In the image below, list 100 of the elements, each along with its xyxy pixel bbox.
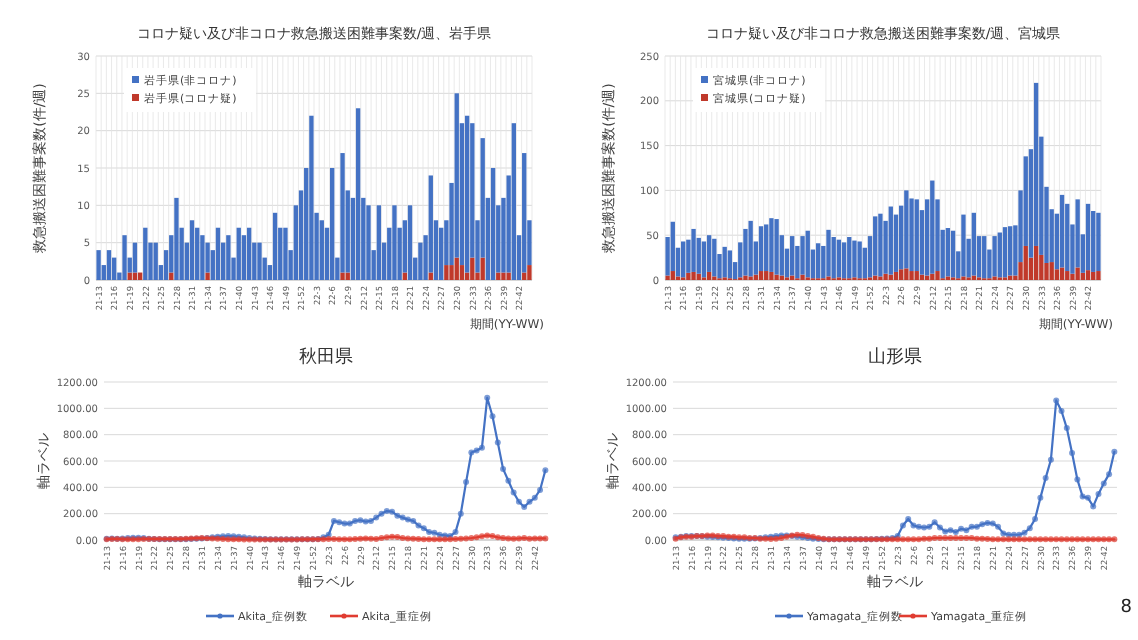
bar bbox=[418, 242, 423, 280]
bar bbox=[878, 213, 883, 277]
bar bbox=[686, 272, 691, 280]
bar bbox=[1091, 271, 1096, 280]
bar bbox=[111, 257, 117, 280]
bar bbox=[470, 257, 475, 280]
bar bbox=[836, 239, 842, 278]
bar bbox=[355, 108, 361, 280]
bar bbox=[831, 236, 836, 279]
bar bbox=[257, 242, 262, 280]
bar bbox=[241, 235, 247, 280]
bar bbox=[691, 271, 696, 280]
bar bbox=[236, 227, 241, 280]
bar bbox=[132, 242, 138, 273]
bar bbox=[743, 228, 748, 276]
bar bbox=[527, 265, 532, 280]
bar bbox=[1065, 203, 1070, 272]
bar bbox=[909, 198, 914, 272]
bar bbox=[982, 236, 987, 279]
bar bbox=[971, 212, 977, 276]
bar bbox=[841, 242, 847, 279]
bar bbox=[696, 237, 701, 274]
chart-title: 秋田県 bbox=[299, 346, 353, 368]
bar bbox=[376, 205, 382, 280]
bar bbox=[366, 205, 371, 280]
bar bbox=[480, 257, 485, 280]
bar bbox=[727, 250, 733, 279]
bar bbox=[205, 242, 210, 273]
bar bbox=[1049, 262, 1054, 280]
bar bbox=[122, 235, 127, 280]
bar bbox=[174, 197, 179, 280]
bar bbox=[764, 271, 769, 280]
bar bbox=[1075, 267, 1080, 280]
bar bbox=[950, 230, 956, 278]
bar bbox=[805, 230, 810, 278]
bar bbox=[309, 115, 314, 280]
bar bbox=[1039, 254, 1044, 280]
bar bbox=[961, 214, 966, 277]
bar bbox=[909, 271, 914, 280]
bar bbox=[501, 272, 506, 280]
bar bbox=[459, 265, 465, 280]
bar bbox=[883, 273, 888, 280]
bar bbox=[904, 268, 909, 280]
bar bbox=[789, 236, 795, 276]
bar bbox=[670, 271, 675, 280]
bar bbox=[106, 250, 112, 280]
bar bbox=[1070, 273, 1075, 280]
bar bbox=[143, 227, 148, 280]
bar bbox=[769, 271, 774, 280]
bar bbox=[454, 257, 459, 280]
bar bbox=[888, 206, 893, 275]
bar bbox=[454, 93, 459, 258]
bar bbox=[522, 153, 527, 273]
bar bbox=[945, 228, 951, 277]
bar bbox=[935, 271, 940, 280]
bar bbox=[511, 123, 517, 280]
bar bbox=[893, 214, 899, 272]
bar bbox=[701, 241, 707, 278]
bar bbox=[758, 271, 764, 280]
bar bbox=[774, 219, 779, 275]
bar bbox=[706, 271, 712, 280]
bar bbox=[1023, 245, 1028, 280]
chart-title: 山形県 bbox=[868, 346, 922, 368]
bar bbox=[1096, 271, 1101, 280]
bar bbox=[1091, 211, 1096, 272]
bar bbox=[893, 271, 899, 280]
bar bbox=[691, 228, 696, 272]
bar bbox=[930, 180, 935, 274]
bar bbox=[464, 115, 470, 273]
bar bbox=[1080, 272, 1086, 280]
bar bbox=[438, 227, 444, 280]
text: 8 bbox=[1120, 598, 1133, 618]
bar bbox=[904, 190, 909, 269]
bar bbox=[748, 220, 753, 277]
bar bbox=[283, 227, 288, 280]
bar bbox=[1002, 227, 1008, 278]
bar bbox=[758, 226, 764, 272]
bar bbox=[847, 236, 852, 279]
bar bbox=[340, 153, 345, 273]
bar bbox=[815, 243, 821, 279]
bar bbox=[992, 236, 997, 277]
bar bbox=[1085, 203, 1091, 271]
bar bbox=[319, 220, 324, 280]
bar bbox=[1075, 199, 1080, 268]
bar bbox=[712, 238, 717, 277]
bar bbox=[1065, 271, 1070, 280]
bar bbox=[706, 235, 712, 272]
bar bbox=[1054, 269, 1060, 280]
bar bbox=[1085, 270, 1091, 280]
bar bbox=[449, 265, 454, 280]
bar bbox=[670, 221, 675, 272]
bar bbox=[914, 271, 919, 280]
bar bbox=[764, 224, 769, 272]
bar bbox=[428, 175, 433, 273]
bar bbox=[189, 220, 195, 280]
bar bbox=[1059, 194, 1065, 268]
bar bbox=[490, 168, 496, 280]
bar bbox=[826, 229, 831, 277]
bar bbox=[392, 205, 397, 280]
bar bbox=[226, 235, 231, 280]
